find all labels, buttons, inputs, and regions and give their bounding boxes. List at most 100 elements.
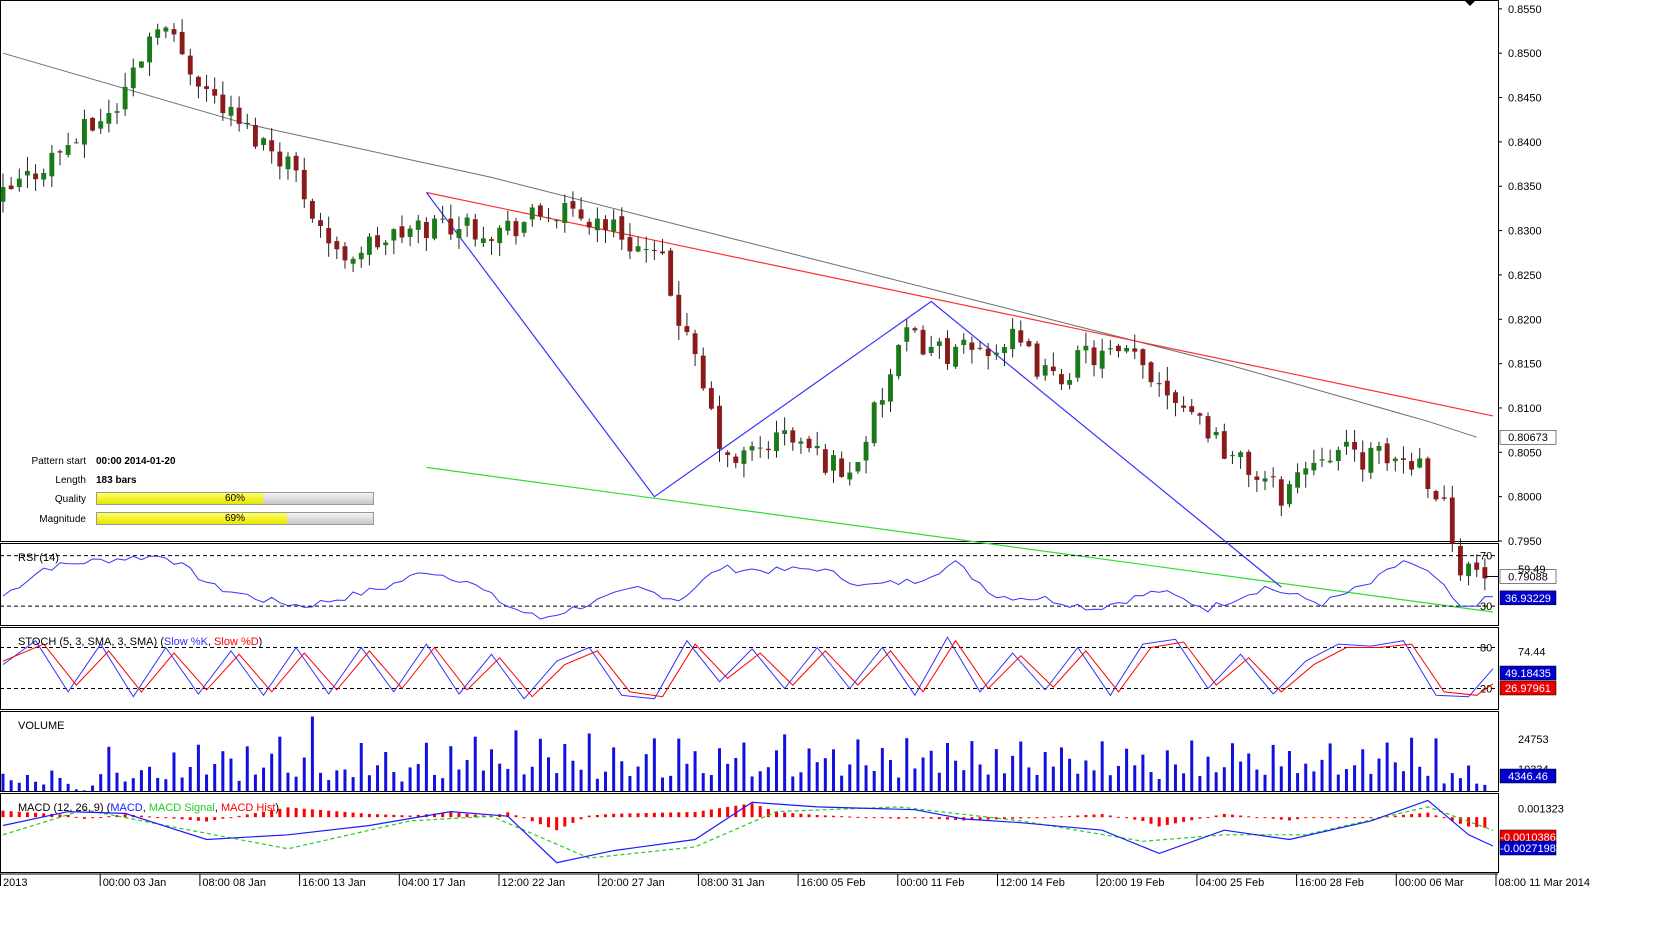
volume-bar <box>156 777 160 791</box>
candle-body <box>1441 497 1447 499</box>
macd-hist-bar <box>1344 817 1348 819</box>
candle-body <box>1099 350 1105 369</box>
corner-arrow-icon <box>1464 0 1476 6</box>
panel-frame-macd <box>0 793 1499 873</box>
candle-body <box>896 344 902 377</box>
candle-body <box>725 452 731 455</box>
candle-body <box>1344 441 1349 447</box>
candle-body <box>855 462 861 472</box>
candle-body <box>1173 392 1178 404</box>
x-tick-label: 04:00 25 Feb <box>1199 877 1264 889</box>
candle-body <box>220 94 226 114</box>
macd-hist-bar <box>669 812 673 818</box>
volume-bar <box>376 765 380 791</box>
volume-bar <box>9 780 13 791</box>
volume-bar <box>937 772 941 791</box>
macd-hist-bar <box>734 805 738 818</box>
volume-bar <box>840 775 844 791</box>
candle-body <box>1205 416 1211 439</box>
candle-body <box>635 246 641 252</box>
candle-body <box>554 220 560 222</box>
candle-body <box>1213 431 1219 436</box>
candle-body <box>138 61 144 68</box>
candle-body <box>261 138 266 145</box>
candle-body <box>1482 567 1488 579</box>
panel-frame-vol <box>0 711 1499 792</box>
candle-body <box>1433 491 1439 500</box>
volume-bar <box>1157 779 1161 791</box>
candle-body <box>1059 374 1064 385</box>
candle-body <box>1360 452 1366 470</box>
macd-hist-bar <box>937 817 941 820</box>
panel-frame-stoch <box>0 627 1499 710</box>
price-tick-label: 0.8500 <box>1508 48 1542 60</box>
volume-bar <box>872 771 876 791</box>
macd-hist-bar <box>1304 817 1308 819</box>
volume-bar <box>636 766 640 791</box>
macd-hist-bar <box>848 816 852 818</box>
volume-bar <box>644 754 648 791</box>
volume-bar <box>506 768 510 791</box>
candle-body <box>904 327 910 342</box>
volume-bar <box>1165 750 1169 791</box>
candle-body <box>1181 405 1187 408</box>
volume-bar <box>1434 738 1438 791</box>
volume-bar <box>1068 758 1072 791</box>
macd-hist-bar <box>351 812 355 818</box>
volume-bar <box>107 746 111 791</box>
magnitude-value: 69% <box>224 513 245 524</box>
macd-hist-bar <box>262 811 266 818</box>
volume-bar <box>188 767 192 791</box>
macd-hist-bar <box>1263 817 1267 819</box>
macd-hist-bar <box>1076 815 1080 818</box>
macd-hist-bar <box>864 817 868 819</box>
candle-body <box>961 339 967 346</box>
volume-bar <box>921 757 925 791</box>
volume-bar <box>954 760 958 791</box>
volume-bar <box>1027 767 1031 791</box>
volume-bar <box>1483 784 1487 791</box>
macd-hist-bar <box>205 817 209 822</box>
volume-value-tag-bg <box>1499 768 1557 784</box>
candle-body <box>1246 451 1252 475</box>
volume-bar <box>1344 769 1348 791</box>
candle-body <box>1140 349 1146 366</box>
volume-bar <box>66 783 70 791</box>
length-label: Length <box>55 475 86 486</box>
candle-body <box>187 55 193 75</box>
volume-bar <box>1084 760 1088 791</box>
candle-body <box>660 251 665 254</box>
volume-bar <box>343 769 347 791</box>
candle-body <box>228 106 234 116</box>
candle-body <box>774 432 779 451</box>
volume-bar <box>1133 765 1137 791</box>
volume-bar <box>335 770 339 791</box>
candle-body <box>692 333 698 355</box>
volume-bar <box>1092 770 1096 791</box>
volume-bar <box>286 772 290 791</box>
candle-body <box>1124 347 1130 352</box>
macd-title: MACD (12, 26, 9) (MACD, MACD Signal, MAC… <box>18 802 279 814</box>
candle-body <box>41 173 47 180</box>
candle-body <box>936 341 942 346</box>
volume-tick-label: 24753 <box>1518 734 1549 746</box>
candle-body <box>24 170 30 176</box>
macd-hist-bar <box>620 813 624 818</box>
candle-body <box>358 252 364 260</box>
x-tick-label: 16:00 05 Feb <box>801 877 866 889</box>
volume-bar <box>1214 772 1218 791</box>
volume-bar <box>709 775 713 791</box>
volume-bar <box>498 763 502 791</box>
macd-hist-bar <box>628 813 632 818</box>
rsi-value-tag-bg <box>1499 590 1557 606</box>
macd-hist-bar <box>905 817 909 819</box>
macd-hist-bar <box>1206 817 1210 819</box>
volume-bar <box>302 757 306 791</box>
volume-bar <box>1287 751 1291 791</box>
candle-body <box>717 405 722 449</box>
macd-hist-bar <box>1173 817 1177 824</box>
candle-body <box>1075 350 1081 378</box>
stoch-tick-label: 74.44 <box>1518 646 1546 658</box>
macd-hist-bar <box>1222 813 1226 818</box>
volume-bar <box>139 770 143 791</box>
